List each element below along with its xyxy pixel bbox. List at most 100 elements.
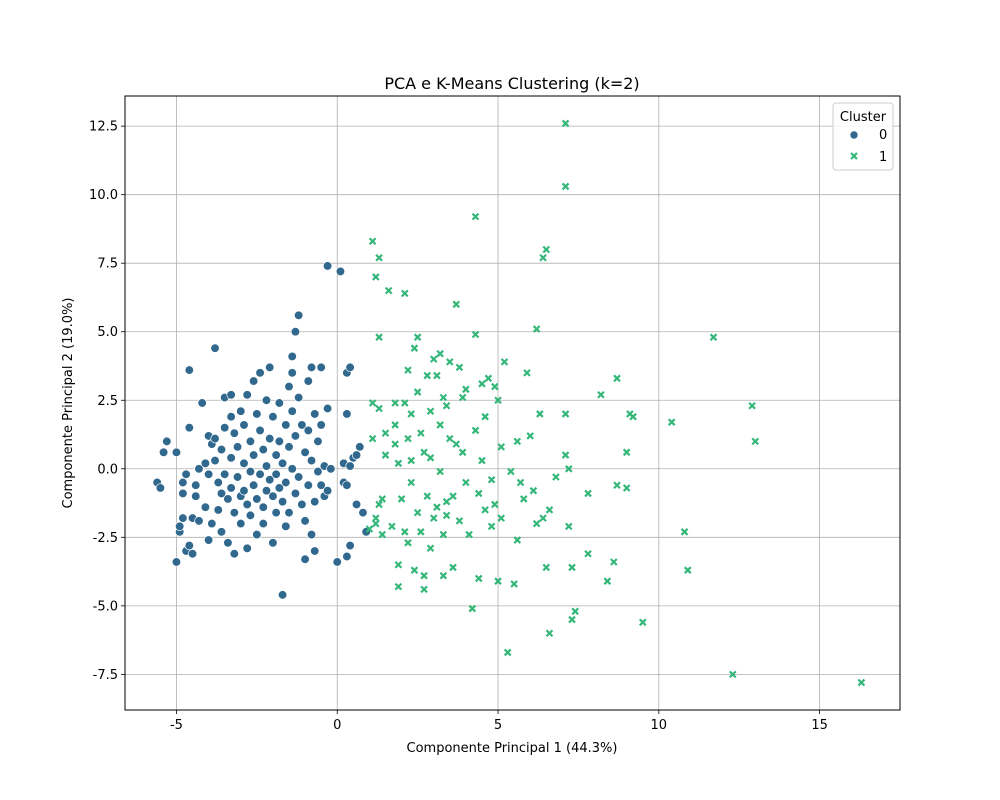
point-cluster-1 [491,500,499,509]
point-cluster-1 [568,563,576,572]
point-cluster-0 [178,488,188,499]
point-cluster-0 [335,266,346,277]
point-cluster-1 [394,560,403,569]
y-tick-label: 10.0 [89,188,118,203]
point-cluster-0 [155,483,166,493]
point-cluster-0 [326,464,336,474]
point-cluster-0 [310,546,320,556]
y-tick-label: -7.5 [93,668,118,683]
point-cluster-0 [239,420,249,430]
point-cluster-0 [271,469,281,479]
y-axis-label: Componente Principal 2 (19.0%) [61,298,76,509]
point-cluster-1 [462,478,470,487]
point-cluster-0 [191,480,201,490]
point-cluster-1 [391,421,399,429]
point-cluster-1 [436,349,444,358]
point-cluster-0 [194,464,204,474]
point-cluster-0 [213,505,223,515]
point-cluster-1 [748,401,756,410]
legend-title: Cluster [840,110,887,125]
point-cluster-1 [404,539,412,547]
point-cluster-0 [274,436,285,447]
point-cluster-1 [667,418,676,426]
point-cluster-0 [287,464,297,474]
point-cluster-1 [516,478,525,487]
point-cluster-0 [184,540,194,551]
point-cluster-1 [561,119,570,128]
point-cluster-1 [529,486,538,495]
point-cluster-1 [545,506,554,514]
point-cluster-1 [622,448,631,457]
point-cluster-0 [342,551,352,562]
point-cluster-0 [297,420,307,430]
point-cluster-0 [191,491,201,501]
point-cluster-1 [613,481,621,490]
point-cluster-1 [433,503,441,511]
point-cluster-0 [226,412,236,422]
point-cluster-1 [446,358,454,366]
point-cluster-1 [420,585,428,594]
point-cluster-1 [474,489,483,498]
point-cluster-1 [429,514,438,522]
point-cluster-0 [355,442,365,452]
point-cluster-1 [468,604,477,613]
point-cluster-1 [394,582,403,591]
point-cluster-1 [478,456,486,465]
point-cluster-1 [449,563,457,572]
point-cluster-0 [306,455,317,466]
point-cluster-1 [407,456,415,465]
point-cluster-1 [458,448,467,457]
point-cluster-1 [394,459,403,468]
point-cluster-1 [407,478,415,487]
point-cluster-1 [484,374,493,383]
point-cluster-1 [519,495,528,503]
point-cluster-1 [381,429,390,437]
point-cluster-0 [274,483,285,493]
point-cluster-0 [239,458,249,468]
plot-frame [124,95,901,711]
point-cluster-0 [229,428,239,438]
point-cluster-1 [368,399,377,407]
point-cluster-1 [510,580,518,588]
point-cluster-0 [220,469,230,479]
point-cluster-0 [239,486,249,496]
point-cluster-0 [310,409,320,419]
point-cluster-1 [433,371,441,380]
point-cluster-1 [378,495,387,503]
point-cluster-0 [290,327,301,337]
point-cluster-0 [213,477,223,488]
point-cluster-1 [680,528,689,536]
point-cluster-0 [252,494,262,504]
point-cluster-0 [255,368,265,378]
point-cluster-1 [545,629,554,638]
point-cluster-0 [277,590,288,600]
y-tick-label: -2.5 [93,531,118,546]
point-cluster-0 [210,343,220,353]
point-cluster-0 [287,351,297,362]
point-cluster-0 [255,469,265,479]
point-cluster-0 [226,453,236,463]
point-cluster-0 [310,497,320,507]
point-cluster-1 [410,344,419,352]
point-cluster-0 [345,540,355,551]
point-cluster-1 [375,500,383,509]
point-cluster-1 [497,514,506,522]
point-cluster-1 [564,465,573,473]
point-cluster-1 [610,558,618,566]
point-cluster-0 [207,518,217,529]
point-cluster-0 [232,472,243,482]
point-cluster-0 [245,466,256,477]
point-cluster-0 [184,365,194,375]
point-cluster-1 [417,429,425,437]
point-cluster-0 [187,549,198,559]
point-cluster-1 [474,574,483,583]
point-cluster-0 [200,458,211,468]
point-cluster-0 [220,423,230,433]
point-cluster-1 [388,522,396,531]
point-cluster-0 [316,480,326,490]
point-cluster-1 [462,385,470,394]
point-cluster-0 [194,516,204,526]
x-tick-label: 0 [333,718,341,733]
point-cluster-0 [181,469,191,479]
